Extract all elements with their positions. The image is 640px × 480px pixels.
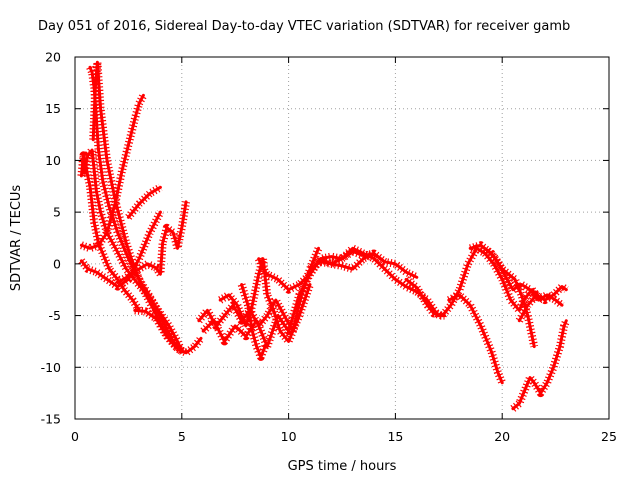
series-markers bbox=[484, 247, 565, 309]
series-arc-05 bbox=[79, 93, 147, 253]
x-tick-label: 0 bbox=[71, 429, 79, 444]
series-markers bbox=[515, 282, 569, 323]
y-tick-label: -10 bbox=[41, 360, 61, 375]
x-tick-label: 20 bbox=[494, 429, 510, 444]
y-tick-label: 20 bbox=[45, 50, 61, 65]
data-series-group bbox=[77, 58, 570, 412]
series-markers bbox=[510, 319, 570, 412]
series-line bbox=[218, 257, 312, 343]
y-tick-label: 5 bbox=[53, 205, 61, 220]
series-markers bbox=[447, 290, 506, 385]
series-arc-06 bbox=[78, 210, 164, 291]
axis-ticks: 0 5 10 15 20 25 -15 -10 -5 0 5 10 15 20 bbox=[41, 50, 617, 445]
series-arc-18 bbox=[447, 290, 506, 385]
x-tick-label: 10 bbox=[281, 429, 297, 444]
series-markers bbox=[237, 283, 269, 361]
series-markers bbox=[78, 146, 186, 354]
plot-frame bbox=[74, 56, 610, 420]
series-arc-02 bbox=[78, 146, 186, 354]
series-markers bbox=[403, 244, 544, 320]
x-tick-label: 25 bbox=[601, 429, 617, 444]
x-tick-label: 5 bbox=[178, 429, 186, 444]
series-markers bbox=[80, 93, 147, 253]
series-markers bbox=[125, 183, 163, 220]
x-tick-label: 15 bbox=[387, 429, 403, 444]
series-arc-08 bbox=[115, 200, 191, 286]
y-tick-label: -5 bbox=[49, 308, 61, 323]
y-tick-label: 10 bbox=[45, 153, 61, 168]
chart-title: Day 051 of 2016, Sidereal Day-to-day VTE… bbox=[38, 19, 570, 34]
series-arc-15 bbox=[307, 249, 419, 281]
series-arc-09 bbox=[133, 306, 205, 357]
series-markers bbox=[134, 306, 205, 357]
series-arc-22 bbox=[484, 247, 565, 309]
series-markers bbox=[329, 244, 445, 320]
x-axis-label: GPS time / hours bbox=[288, 459, 397, 474]
series-markers bbox=[195, 246, 323, 336]
y-tick-label: 0 bbox=[53, 256, 61, 271]
y-axis-label: SDTVAR / TECUs bbox=[9, 185, 24, 292]
series-line bbox=[308, 252, 419, 279]
grid-lines bbox=[75, 57, 609, 419]
series-arc-13 bbox=[237, 283, 269, 361]
y-tick-label: -15 bbox=[41, 412, 61, 427]
series-arc-12 bbox=[218, 254, 314, 346]
series-arc-17 bbox=[403, 244, 544, 320]
y-tick-label: 15 bbox=[45, 101, 61, 116]
series-arc-21 bbox=[510, 319, 570, 412]
series-markers bbox=[78, 210, 164, 291]
series-arc-07 bbox=[125, 183, 163, 220]
series-line bbox=[116, 200, 188, 284]
series-arc-16 bbox=[329, 244, 446, 320]
series-markers bbox=[255, 247, 375, 294]
series-arc-20 bbox=[515, 282, 569, 323]
